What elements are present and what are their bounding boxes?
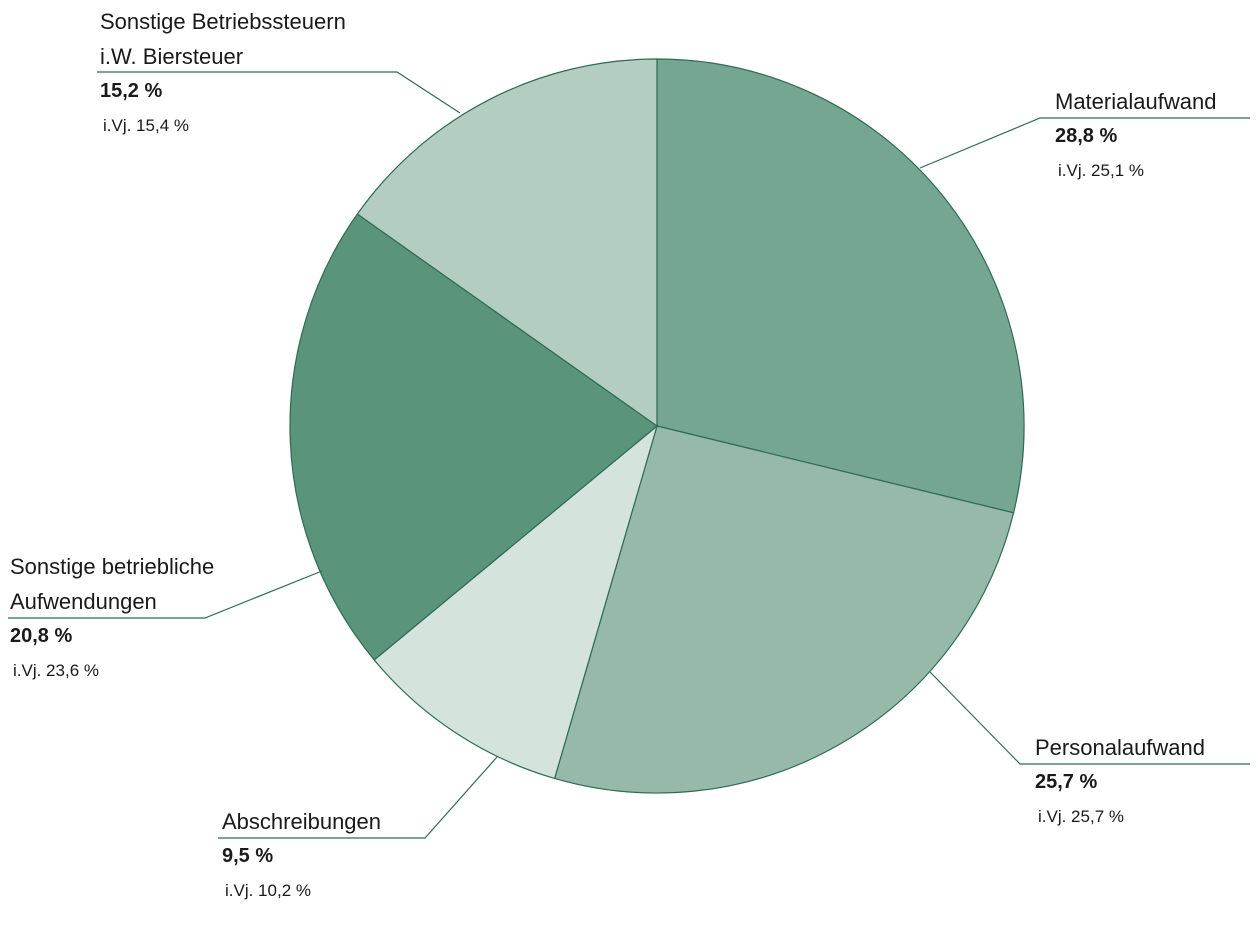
slice-label: Materialaufwand 28,8 % i.Vj. 25,1 % (1055, 84, 1216, 188)
category-label: Sonstige Betriebssteuern i.W. Biersteuer (100, 9, 346, 69)
prior-year-label: i.Vj. 25,1 % (1058, 161, 1144, 180)
value-label: 9,5 % (222, 845, 274, 867)
prior-year-label: i.Vj. 23,6 % (13, 661, 99, 680)
prior-year-label: i.Vj. 15,4 % (103, 116, 189, 135)
pie-slice (373, 424, 659, 780)
category-label: Sonstige betriebliche Aufwendungen (10, 554, 215, 614)
value-label: 20,8 % (10, 625, 73, 647)
slice-label: Sonstige Betriebssteuern i.W. Biersteuer… (100, 4, 346, 143)
slice-label: Personalaufwand 25,7 % i.Vj. 25,7 % (1035, 730, 1205, 834)
prior-year-label: i.Vj. 25,7 % (1038, 807, 1124, 826)
pie-slice (356, 58, 658, 428)
category-label: Materialaufwand (1055, 89, 1217, 114)
category-label: Personalaufwand (1035, 735, 1206, 760)
prior-year-label: i.Vj. 10,2 % (225, 881, 311, 900)
leader-line (8, 570, 323, 619)
value-label: 15,2 % (100, 80, 163, 102)
value-label: 25,7 % (1035, 771, 1098, 793)
slice-label: Abschreibungen 9,5 % i.Vj. 10,2 % (222, 804, 381, 908)
pie-slice (289, 213, 658, 661)
leader-line (929, 671, 1250, 765)
pie-slice (656, 58, 1025, 514)
leader-line (218, 756, 498, 839)
pie-slice (553, 425, 1015, 794)
category-label: Abschreibungen (222, 809, 382, 834)
slice-label: Sonstige betriebliche Aufwendungen 20,8 %… (10, 549, 214, 688)
leader-line (97, 71, 461, 114)
leader-line (919, 117, 1250, 169)
value-label: 28,8 % (1055, 125, 1118, 147)
